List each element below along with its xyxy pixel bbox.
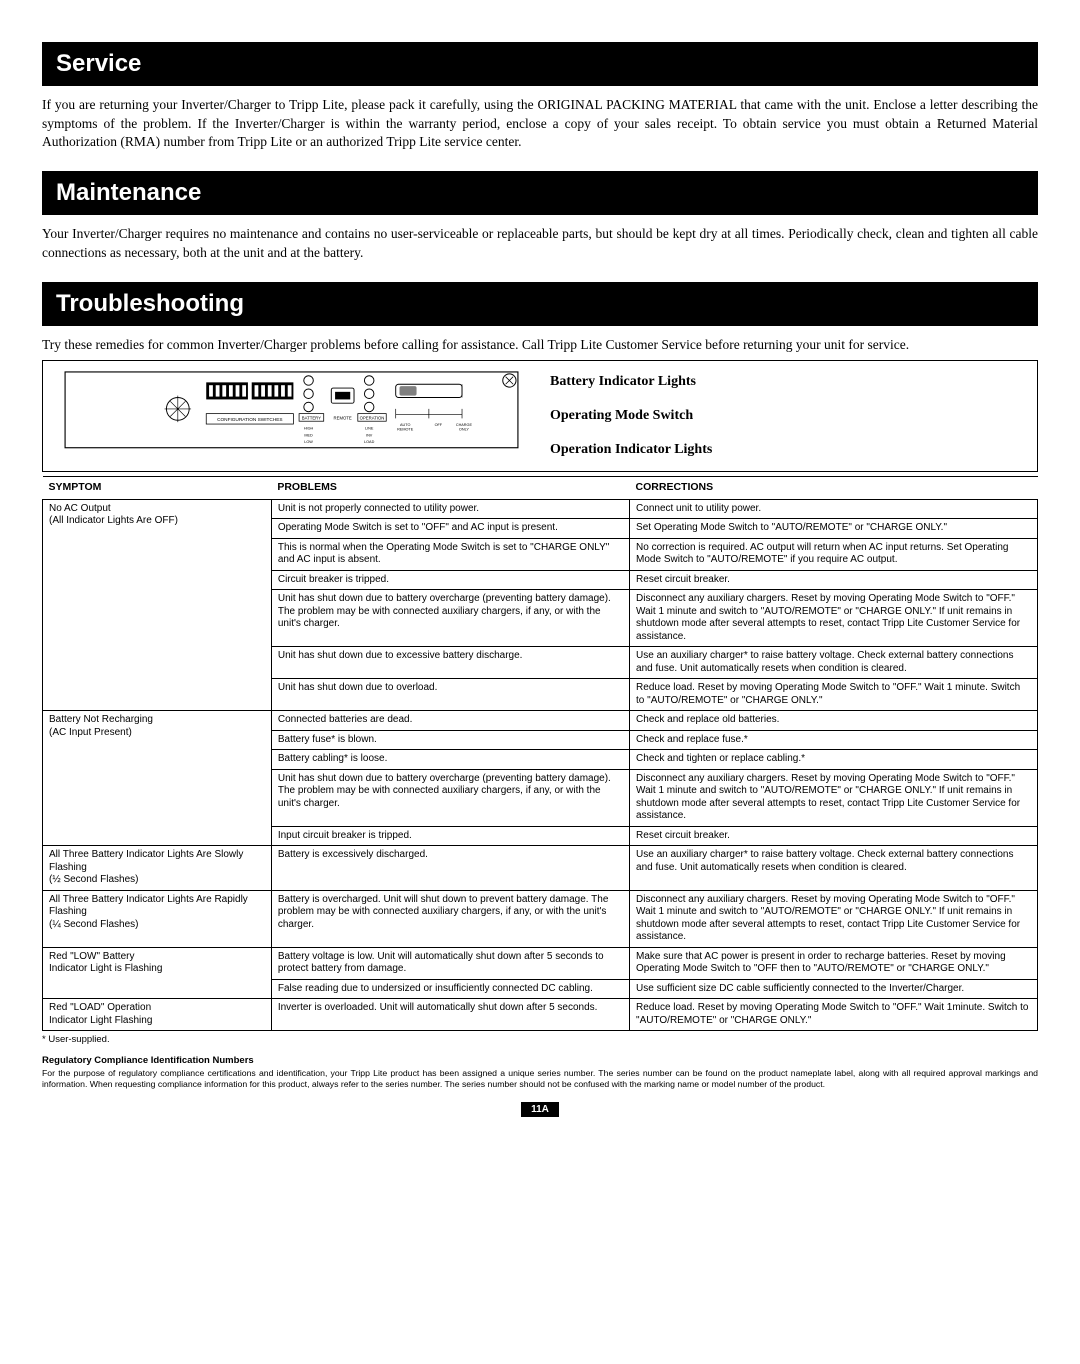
cell-symptom: Red "LOAD" OperationIndicator Light Flas… (43, 999, 272, 1031)
cell-problem: Battery is overcharged. Unit will shut d… (271, 890, 629, 947)
cell-problem: Battery voltage is low. Unit will automa… (271, 947, 629, 979)
cell-problem: Unit is not properly connected to utilit… (271, 499, 629, 519)
section-header-troubleshooting: Troubleshooting (42, 282, 1038, 326)
cell-correction: Reduce load. Reset by moving Operating M… (630, 679, 1038, 711)
section-title: Maintenance (56, 177, 201, 209)
cell-problem: Connected batteries are dead. (271, 711, 629, 731)
cell-correction: Use sufficient size DC cable sufficientl… (630, 979, 1038, 999)
cell-problem: Unit has shut down due to overload. (271, 679, 629, 711)
cell-correction: Disconnect any auxiliary chargers. Reset… (630, 890, 1038, 947)
label-operation-lights: Operation Indicator Lights (550, 435, 1027, 466)
th-corrections: CORRECTIONS (630, 477, 1038, 499)
cell-problem: Battery is excessively discharged. (271, 846, 629, 891)
svg-text:BATTERY: BATTERY (302, 416, 321, 421)
troubleshooting-body: Try these remedies for common Inverter/C… (42, 336, 1038, 354)
svg-text:INV: INV (366, 434, 373, 438)
cell-symptom: All Three Battery Indicator Lights Are R… (43, 890, 272, 947)
cell-problem: Inverter is overloaded. Unit will automa… (271, 999, 629, 1031)
svg-text:OPERATION: OPERATION (360, 416, 385, 421)
regulatory-body: For the purpose of regulatory compliance… (42, 1068, 1038, 1090)
cell-problem: Operating Mode Switch is set to "OFF" an… (271, 519, 629, 539)
troubleshooting-table: SYMPTOM PROBLEMS CORRECTIONS No AC Outpu… (42, 476, 1038, 1031)
svg-text:LOW: LOW (304, 440, 313, 444)
cell-symptom: Red "LOW" BatteryIndicator Light is Flas… (43, 947, 272, 999)
svg-text:HIGH: HIGH (304, 427, 314, 431)
cell-correction: Use an auxiliary charger* to raise batte… (630, 647, 1038, 679)
svg-text:AUTO: AUTO (400, 423, 410, 427)
label-config: CONFIGURATION SWITCHES (217, 418, 282, 424)
cell-correction: Make sure that AC power is present in or… (630, 947, 1038, 979)
cell-symptom: Battery Not Recharging(AC Input Present) (43, 711, 272, 846)
cell-problem: This is normal when the Operating Mode S… (271, 538, 629, 570)
svg-text:LINE: LINE (365, 427, 374, 431)
footnote-user-supplied: * User-supplied. (42, 1034, 1038, 1047)
th-problems: PROBLEMS (271, 477, 629, 499)
svg-text:REMOTE: REMOTE (334, 416, 352, 421)
cell-problem: Unit has shut down due to battery overch… (271, 590, 629, 647)
service-body: If you are returning your Inverter/Charg… (42, 96, 1038, 151)
cell-problem: Unit has shut down due to battery overch… (271, 769, 629, 826)
table-row: All Three Battery Indicator Lights Are R… (43, 890, 1038, 947)
regulatory-heading: Regulatory Compliance Identification Num… (42, 1055, 1038, 1068)
maintenance-body: Your Inverter/Charger requires no mainte… (42, 225, 1038, 261)
cell-problem: Battery fuse* is blown. (271, 730, 629, 750)
section-title: Troubleshooting (56, 288, 244, 320)
cell-correction: Reset circuit breaker. (630, 570, 1038, 590)
table-row: Red "LOW" BatteryIndicator Light is Flas… (43, 947, 1038, 979)
table-row: No AC Output(All Indicator Lights Are OF… (43, 499, 1038, 519)
section-header-maintenance: Maintenance (42, 171, 1038, 215)
label-mode-switch: Operating Mode Switch (550, 401, 1027, 432)
cell-problem: False reading due to undersized or insuf… (271, 979, 629, 999)
cell-correction: Disconnect any auxiliary chargers. Reset… (630, 769, 1038, 826)
cell-problem: Circuit breaker is tripped. (271, 570, 629, 590)
section-title: Service (56, 48, 141, 80)
cell-correction: Check and replace fuse.* (630, 730, 1038, 750)
section-header-service: Service (42, 42, 1038, 86)
panel-diagram: CONFIGURATION SWITCHES BATTERY HIGH MED … (42, 360, 1038, 472)
svg-text:MED: MED (304, 434, 313, 438)
svg-text:ONLY: ONLY (459, 428, 469, 432)
panel-label-column: Battery Indicator Lights Operating Mode … (540, 361, 1037, 471)
th-symptom: SYMPTOM (43, 477, 272, 499)
svg-text:REMOTE: REMOTE (397, 428, 414, 432)
cell-correction: Set Operating Mode Switch to "AUTO/REMOT… (630, 519, 1038, 539)
label-battery-lights: Battery Indicator Lights (550, 367, 1027, 398)
cell-symptom: No AC Output(All Indicator Lights Are OF… (43, 499, 272, 711)
cell-correction: Reset circuit breaker. (630, 826, 1038, 846)
cell-correction: Use an auxiliary charger* to raise batte… (630, 846, 1038, 891)
cell-correction: Connect unit to utility power. (630, 499, 1038, 519)
page-number-wrap: 11A (42, 1099, 1038, 1117)
cell-correction: Check and tighten or replace cabling.* (630, 750, 1038, 770)
panel-diagram-svg-wrap: CONFIGURATION SWITCHES BATTERY HIGH MED … (43, 361, 540, 471)
cell-problem: Unit has shut down due to excessive batt… (271, 647, 629, 679)
cell-problem: Input circuit breaker is tripped. (271, 826, 629, 846)
cell-correction: No correction is required. AC output wil… (630, 538, 1038, 570)
table-row: All Three Battery Indicator Lights Are S… (43, 846, 1038, 891)
table-header-row: SYMPTOM PROBLEMS CORRECTIONS (43, 477, 1038, 499)
svg-text:CHARGE: CHARGE (456, 423, 473, 427)
cell-symptom: All Three Battery Indicator Lights Are S… (43, 846, 272, 891)
cell-correction: Check and replace old batteries. (630, 711, 1038, 731)
page-number: 11A (521, 1102, 559, 1117)
panel-svg: CONFIGURATION SWITCHES BATTERY HIGH MED … (53, 371, 530, 461)
cell-correction: Disconnect any auxiliary chargers. Reset… (630, 590, 1038, 647)
table-row: Battery Not Recharging(AC Input Present)… (43, 711, 1038, 731)
svg-text:OFF: OFF (435, 423, 443, 427)
cell-correction: Reduce load. Reset by moving Operating M… (630, 999, 1038, 1031)
table-row: Red "LOAD" OperationIndicator Light Flas… (43, 999, 1038, 1031)
svg-text:LOAD: LOAD (364, 440, 375, 444)
cell-problem: Battery cabling* is loose. (271, 750, 629, 770)
